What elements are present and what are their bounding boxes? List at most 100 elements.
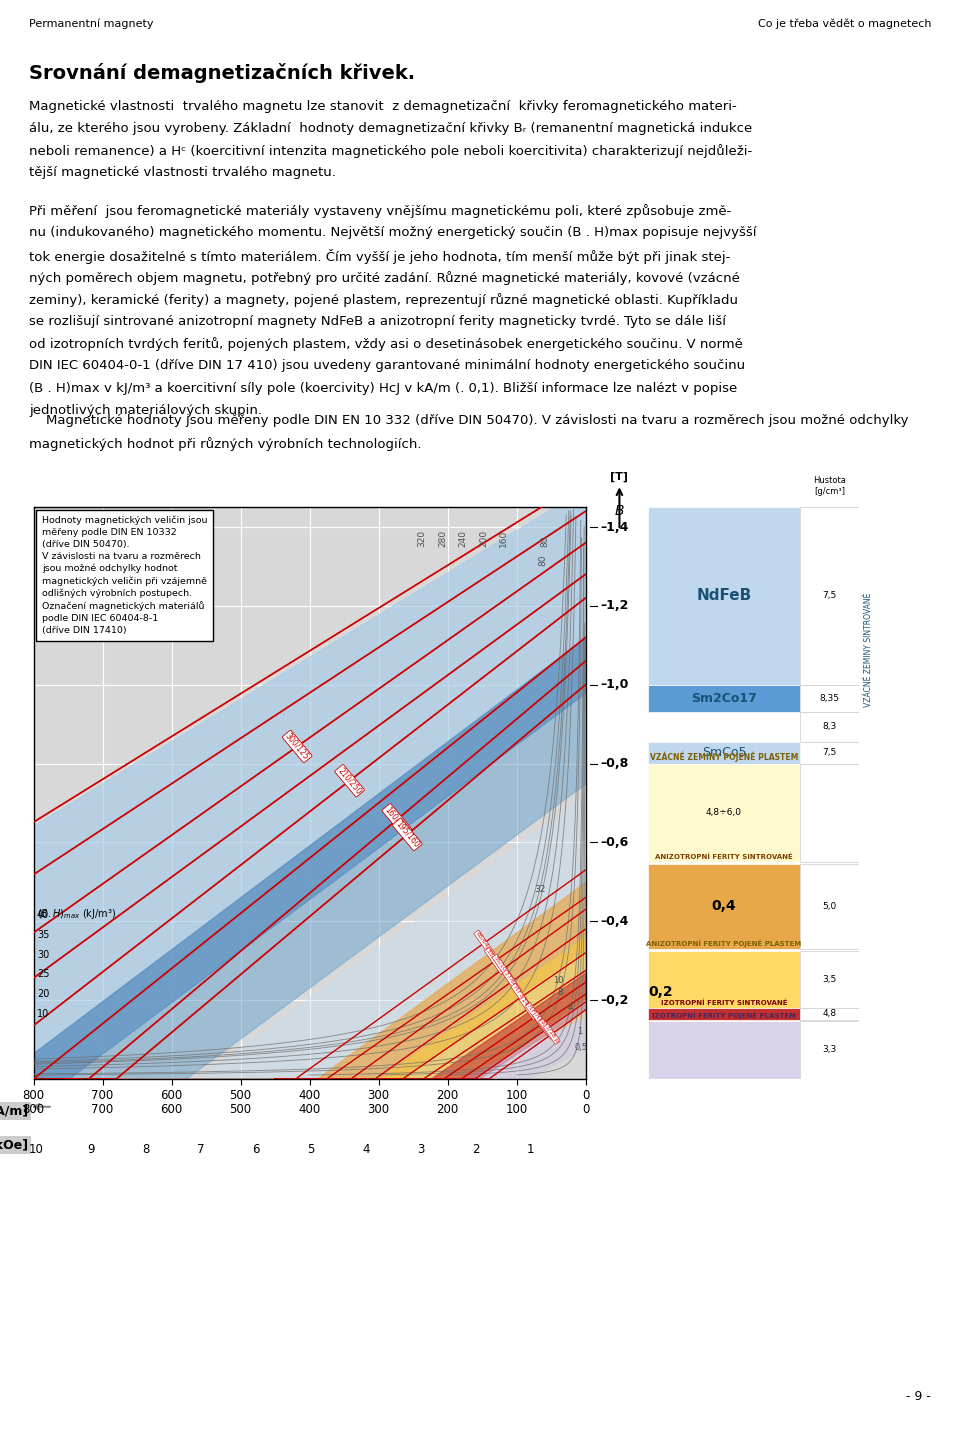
Text: SmCo5: SmCo5 (702, 746, 746, 759)
Bar (800, 950, 859, 1007)
Text: 4,8÷6,0: 4,8÷6,0 (706, 809, 742, 817)
Text: od izotropních tvrdých feritů, pojených plastem, vždy asi o desetinásobek energe: od izotropních tvrdých feritů, pojených … (29, 337, 743, 352)
Text: 3: 3 (418, 1143, 424, 1156)
Text: 700: 700 (91, 1103, 113, 1116)
Text: Magnetické vlastnosti  trvalého magnetu lze stanovit  z demagnetizační  křivky f: Magnetické vlastnosti trvalého magnetu l… (29, 100, 736, 113)
Text: tok energie dosažitelné s tímto materiálem. Čím vyšší je jeho hodnota, tím menší: tok energie dosažitelné s tímto materiál… (29, 249, 731, 263)
Text: 4: 4 (567, 1003, 573, 1012)
Text: 195/160: 195/160 (394, 819, 420, 849)
Bar (648, 1020, 800, 1079)
Bar (800, 763, 859, 862)
Bar (648, 950, 800, 1007)
Text: tější magnetické vlastnosti trvalého magnetu.: tější magnetické vlastnosti trvalého mag… (29, 167, 336, 180)
Text: 3,5: 3,5 (823, 975, 837, 983)
Text: ANIZOTROPNÍ FERITY SINTROVANÉ: ANIZOTROPNÍ FERITY SINTROVANÉ (655, 853, 793, 860)
Text: 3,3: 3,3 (823, 1045, 837, 1055)
Text: Sm2Co17: Sm2Co17 (691, 692, 757, 704)
Text: zeminy), keramické (ferity) a magnety, pojené plastem, reprezentují různé magnet: zeminy), keramické (ferity) a magnety, p… (29, 293, 738, 307)
Text: 65/64pw: 65/64pw (474, 930, 494, 956)
Text: magnetických hodnot při různých výrobních technologiích.: magnetických hodnot při různých výrobníc… (29, 437, 421, 450)
Text: 80: 80 (540, 536, 549, 547)
Text: $(B.H)_{max}$ (kJ/m³): $(B.H)_{max}$ (kJ/m³) (37, 907, 116, 922)
Text: H.F30/16: H.F30/16 (526, 1003, 546, 1029)
Text: 9: 9 (87, 1143, 95, 1156)
Text: 7,5: 7,5 (823, 592, 837, 600)
Text: 0,2: 0,2 (648, 985, 673, 999)
Bar (800, 865, 859, 949)
Text: - 9 -: - 9 - (906, 1390, 931, 1403)
Text: 7: 7 (198, 1143, 205, 1156)
Text: 10: 10 (553, 976, 564, 985)
Text: neboli remanence) a Hᶜ (koercitivní intenzita magnetického pole neboli koercitiv: neboli remanence) a Hᶜ (koercitivní inte… (29, 144, 752, 159)
Bar (648, 1007, 800, 1020)
Text: 30: 30 (37, 950, 49, 960)
Text: [kOe]: [kOe] (0, 1139, 29, 1152)
Text: H.F8/22: H.F8/22 (533, 1012, 551, 1035)
Text: IZOTROPNÍ FERITY SINTROVANÉ: IZOTROPNÍ FERITY SINTROVANÉ (660, 999, 787, 1006)
Text: H.F30/26: H.F30/26 (512, 985, 532, 1010)
Text: 5,0: 5,0 (823, 902, 837, 910)
Text: [kA/m]: [kA/m] (0, 1105, 29, 1117)
Bar (648, 684, 800, 712)
Text: 35/100 p: 35/100 p (485, 949, 505, 973)
Text: Magnetické hodnoty jsou měřeny podle DIN EN 10 332 (dříve DIN 50470). V závislos: Magnetické hodnoty jsou měřeny podle DIN… (29, 414, 908, 427)
Text: ANIZOTROPNÍ FERITY POJENÉ PLASTEM: ANIZOTROPNÍ FERITY POJENÉ PLASTEM (646, 939, 802, 947)
Bar (800, 712, 859, 742)
Text: –1,4: –1,4 (600, 520, 628, 533)
Text: álu, ze kterého jsou vyrobeny. Základní  hodnoty demagnetizační křivky Bᵣ (reman: álu, ze kterého jsou vyrobeny. Základní … (29, 123, 752, 136)
Text: 210/250: 210/250 (336, 766, 363, 796)
Text: jednotlivých materiálových skupin.: jednotlivých materiálových skupin. (29, 403, 262, 417)
Bar (800, 1007, 859, 1020)
Text: 600: 600 (160, 1103, 182, 1116)
Text: (B . H)max v kJ/m³ a koercitivní síly pole (koercivity) HcJ v kA/m (. 0,1). Bliž: (B . H)max v kJ/m³ a koercitivní síly po… (29, 382, 737, 394)
Text: 200: 200 (479, 530, 488, 547)
Text: Permanentní magnety: Permanentní magnety (29, 19, 154, 29)
Bar (800, 742, 859, 763)
Text: 4: 4 (362, 1143, 370, 1156)
Text: 200: 200 (437, 1103, 459, 1116)
Text: nu (indukovaného) magnetického momentu. Největší možný energetický součin (B . H: nu (indukovaného) magnetického momentu. … (29, 227, 756, 240)
Text: 400: 400 (299, 1103, 321, 1116)
Text: 300/125: 300/125 (283, 732, 311, 762)
Text: –1,2: –1,2 (600, 599, 628, 613)
Text: DIN IEC 60404-0-1 (dříve DIN 17 410) jsou uvedeny garantované minimální hodnoty : DIN IEC 60404-0-1 (dříve DIN 17 410) jso… (29, 360, 745, 373)
Text: 0,4: 0,4 (711, 899, 736, 913)
Text: 25: 25 (37, 969, 50, 979)
Text: 9/19 p: 9/19 p (540, 1019, 555, 1039)
Bar (800, 1020, 859, 1079)
Text: NdFeB: NdFeB (696, 589, 752, 603)
Text: 40: 40 (37, 910, 49, 920)
Text: VZÁCNÉ ZEMINY POJENÉ PLASTEM: VZÁCNÉ ZEMINY POJENÉ PLASTEM (650, 752, 798, 762)
Text: 240: 240 (459, 530, 468, 547)
Text: 160/175: 160/175 (383, 805, 411, 835)
Text: 10: 10 (37, 1009, 49, 1019)
Text: 800: 800 (22, 1103, 45, 1116)
Text: 10: 10 (29, 1143, 44, 1156)
Text: ných poměrech objem magnetu, potřebný pro určité zadání. Různé magnetické materi: ných poměrech objem magnetu, potřebný pr… (29, 272, 739, 284)
Text: 1: 1 (577, 1027, 583, 1036)
Bar (648, 742, 800, 763)
Text: 8,35: 8,35 (820, 694, 840, 703)
Text: IZOTROPNÍ FERITY POJENÉ PLASTEM: IZOTROPNÍ FERITY POJENÉ PLASTEM (652, 1012, 796, 1019)
Text: 80: 80 (539, 554, 547, 566)
Text: Hustota
[g/cm³]: Hustota [g/cm³] (813, 476, 846, 496)
Text: 20: 20 (37, 989, 49, 999)
Text: 2: 2 (472, 1143, 480, 1156)
Text: 160: 160 (499, 530, 509, 547)
Text: 280: 280 (438, 530, 447, 547)
Bar (648, 865, 800, 949)
Text: 300: 300 (368, 1103, 390, 1116)
Text: –0,6: –0,6 (600, 836, 628, 849)
Text: Co je třeba vědět o magnetech: Co je třeba vědět o magnetech (757, 19, 931, 29)
Text: 0,5: 0,5 (575, 1043, 588, 1052)
Text: –0,4: –0,4 (600, 915, 628, 927)
Text: [T]: [T] (611, 472, 629, 482)
Text: 7,5: 7,5 (823, 749, 837, 757)
Text: 14/20 p: 14/20 p (520, 997, 538, 1020)
Text: 5: 5 (307, 1143, 315, 1156)
Text: Srovnání demagnetizačních křivek.: Srovnání demagnetizačních křivek. (29, 63, 415, 83)
Text: 8,3: 8,3 (823, 723, 837, 732)
Bar (648, 763, 800, 862)
Text: 55/100pw: 55/100pw (492, 955, 515, 983)
Text: 8: 8 (558, 987, 564, 996)
